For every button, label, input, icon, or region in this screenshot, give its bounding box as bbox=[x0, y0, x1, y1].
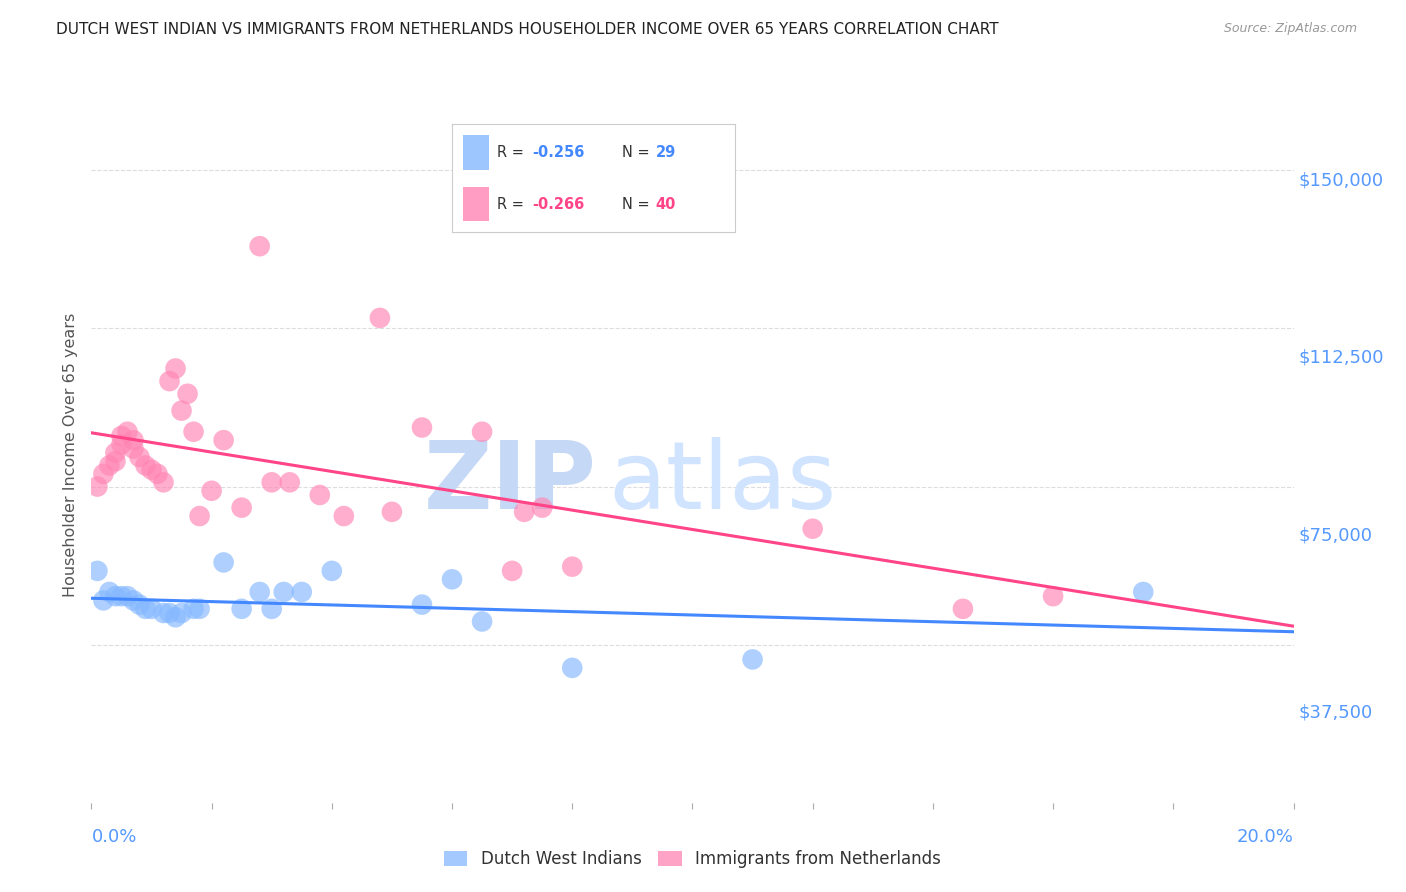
Text: atlas: atlas bbox=[609, 437, 837, 529]
Point bbox=[561, 559, 583, 574]
Point bbox=[249, 239, 271, 253]
Point bbox=[231, 602, 253, 616]
Point bbox=[98, 458, 121, 473]
Point bbox=[152, 475, 174, 490]
Point bbox=[104, 589, 127, 603]
Point bbox=[110, 437, 132, 451]
Point bbox=[134, 602, 156, 616]
Point bbox=[110, 429, 132, 443]
Point bbox=[952, 602, 974, 616]
Text: DUTCH WEST INDIAN VS IMMIGRANTS FROM NETHERLANDS HOUSEHOLDER INCOME OVER 65 YEAR: DUTCH WEST INDIAN VS IMMIGRANTS FROM NET… bbox=[56, 22, 998, 37]
Point bbox=[501, 564, 523, 578]
Point bbox=[159, 374, 181, 388]
Point bbox=[104, 446, 127, 460]
Legend: Dutch West Indians, Immigrants from Netherlands: Dutch West Indians, Immigrants from Neth… bbox=[437, 843, 948, 874]
Point bbox=[333, 509, 356, 524]
Point bbox=[122, 442, 145, 456]
Point bbox=[104, 454, 127, 468]
Point bbox=[86, 479, 108, 493]
Point bbox=[141, 463, 163, 477]
Point bbox=[260, 475, 283, 490]
Point bbox=[170, 606, 193, 620]
Point bbox=[741, 652, 763, 666]
Point bbox=[159, 606, 181, 620]
Point bbox=[231, 500, 253, 515]
Point bbox=[183, 425, 205, 439]
Point bbox=[1042, 589, 1064, 603]
Point bbox=[86, 564, 108, 578]
Point bbox=[146, 467, 169, 481]
Point bbox=[110, 589, 132, 603]
Text: 20.0%: 20.0% bbox=[1237, 828, 1294, 846]
Point bbox=[152, 606, 174, 620]
Point bbox=[411, 420, 433, 434]
Y-axis label: Householder Income Over 65 years: Householder Income Over 65 years bbox=[63, 313, 79, 597]
Point bbox=[249, 585, 271, 599]
Point bbox=[201, 483, 224, 498]
Point bbox=[176, 386, 198, 401]
Point bbox=[183, 602, 205, 616]
Point bbox=[513, 505, 536, 519]
Point bbox=[122, 433, 145, 447]
Point bbox=[471, 425, 494, 439]
Text: ZIP: ZIP bbox=[423, 437, 596, 529]
Point bbox=[308, 488, 330, 502]
Point bbox=[440, 572, 463, 586]
Point bbox=[188, 509, 211, 524]
Point bbox=[212, 556, 235, 570]
Point bbox=[273, 585, 295, 599]
Point bbox=[411, 598, 433, 612]
Point bbox=[291, 585, 314, 599]
Point bbox=[1132, 585, 1154, 599]
Point bbox=[212, 433, 235, 447]
Point bbox=[278, 475, 301, 490]
Point bbox=[188, 602, 211, 616]
Point bbox=[801, 522, 824, 536]
Point bbox=[165, 361, 187, 376]
Point bbox=[260, 602, 283, 616]
Text: 0.0%: 0.0% bbox=[91, 828, 136, 846]
Point bbox=[368, 310, 391, 325]
Point bbox=[117, 425, 139, 439]
Point bbox=[117, 589, 139, 603]
Point bbox=[381, 505, 404, 519]
Text: Source: ZipAtlas.com: Source: ZipAtlas.com bbox=[1223, 22, 1357, 36]
Point bbox=[98, 585, 121, 599]
Point bbox=[170, 403, 193, 417]
Point bbox=[561, 661, 583, 675]
Point bbox=[321, 564, 343, 578]
Point bbox=[471, 615, 494, 629]
Point bbox=[93, 467, 115, 481]
Point bbox=[531, 500, 554, 515]
Point bbox=[165, 610, 187, 624]
Point bbox=[134, 458, 156, 473]
Point bbox=[122, 593, 145, 607]
Point bbox=[128, 450, 150, 464]
Point bbox=[141, 602, 163, 616]
Point bbox=[128, 598, 150, 612]
Point bbox=[93, 593, 115, 607]
